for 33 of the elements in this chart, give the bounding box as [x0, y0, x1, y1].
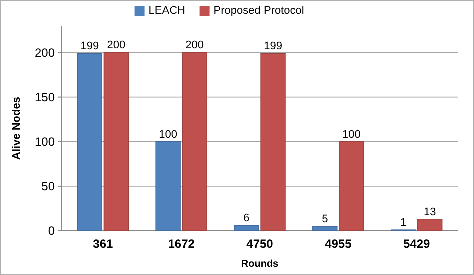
bar	[339, 141, 364, 232]
y-axis-title: Alive Nodes	[11, 97, 23, 160]
legend-label: LEACH	[148, 5, 186, 17]
y-tick-label: 150	[34, 90, 56, 105]
x-tick-label: 361	[93, 237, 114, 251]
data-label: 200	[107, 40, 126, 52]
bar	[156, 141, 181, 232]
data-label: 100	[159, 128, 178, 141]
y-tick-label: 50	[42, 180, 56, 194]
x-axis-title: Rounds	[241, 259, 280, 270]
data-label: 5	[322, 214, 328, 226]
x-tick-label: 5429	[403, 237, 430, 251]
x-tick-label: 1672	[168, 237, 196, 251]
y-tick-label: 200	[34, 46, 56, 60]
bar	[77, 53, 103, 232]
data-label: 199	[80, 40, 100, 53]
legend-label: Proposed Protocol	[214, 5, 304, 17]
data-label: 100	[342, 128, 361, 141]
data-label: 200	[186, 40, 204, 52]
data-label: 199	[264, 40, 282, 53]
bar	[104, 52, 130, 232]
data-label: 6	[244, 212, 250, 225]
data-label: 13	[424, 206, 436, 218]
y-tick-label: 100	[34, 135, 56, 150]
y-tick-label: 0	[48, 224, 56, 238]
bar	[417, 219, 443, 232]
x-tick-label: 4750	[246, 237, 274, 251]
x-tick-label: 4955	[325, 237, 352, 251]
bar	[312, 226, 338, 232]
bar	[182, 52, 208, 232]
bar	[260, 53, 286, 232]
bar	[234, 225, 260, 232]
data-label: 1	[400, 217, 407, 230]
